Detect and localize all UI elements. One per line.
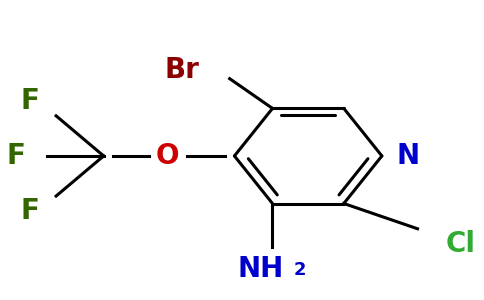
Text: F: F (6, 142, 25, 170)
Text: Br: Br (165, 56, 199, 84)
Text: N: N (396, 142, 419, 170)
Text: O: O (156, 142, 180, 170)
Text: Cl: Cl (446, 230, 476, 258)
Text: 2: 2 (294, 261, 306, 279)
Text: F: F (20, 87, 39, 115)
Text: F: F (20, 197, 39, 225)
Text: NH: NH (238, 255, 284, 283)
